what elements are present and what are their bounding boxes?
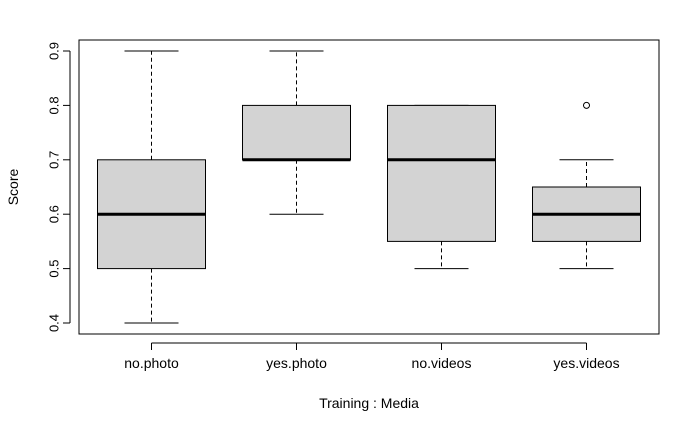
y-tick-label: 0.8 [46,96,61,114]
y-tick-label: 0.7 [46,151,61,169]
x-axis: no.photo yes.photo no.videos yes.videos [124,342,620,371]
x-tick-label: yes.photo [266,355,327,371]
y-tick-label: 0.9 [46,42,61,60]
plot-frame [78,39,660,335]
y-tick-label: 0.5 [46,260,61,278]
y-axis: 0.4 0.5 0.6 0.7 0.8 0.9 [46,42,71,332]
outlier-point [583,101,590,109]
y-axis-label: Score [5,169,21,206]
boxes-layer [97,50,641,324]
x-tick-label: no.photo [124,355,179,371]
x-tick-label: no.videos [412,355,472,371]
box-group-no.photo [97,50,206,324]
y-tick-label: 0.4 [46,314,61,332]
box-iqr [242,104,351,161]
box-group-no.videos [387,104,496,270]
box-group-yes.photo [242,50,351,215]
box-group-yes.videos [532,101,641,270]
box-iqr [387,104,496,242]
x-axis-label: Training : Media [319,395,419,411]
y-tick-label: 0.6 [46,205,61,223]
x-tick-label: yes.videos [553,355,619,371]
